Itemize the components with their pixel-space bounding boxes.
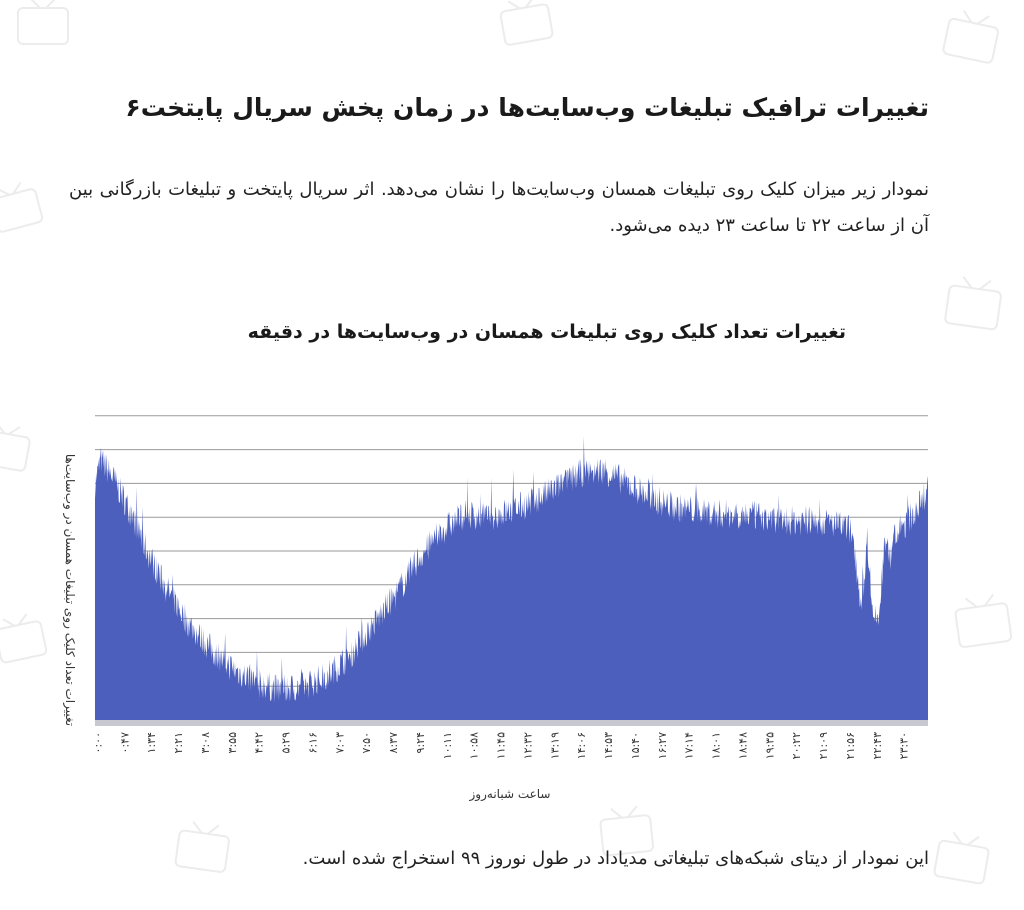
x-tick-label: ۷:۵۰ bbox=[360, 732, 373, 753]
description-paragraph: نمودار زیر میزان کلیک روی تبلیغات همسان … bbox=[69, 179, 929, 236]
tv-icon bbox=[17, 0, 69, 45]
x-tick-label: ۲۲:۴۳ bbox=[871, 732, 884, 759]
chart-baseline bbox=[95, 720, 928, 726]
x-tick-label: ۶:۱۶ bbox=[307, 732, 320, 753]
tv-icon bbox=[499, 0, 554, 46]
x-tick-label: ۱۲:۳۲ bbox=[521, 732, 534, 759]
x-tick-label: ۰:۰۰ bbox=[92, 732, 105, 753]
x-tick-label: ۲۱:۰۹ bbox=[817, 732, 830, 759]
x-tick-label: ۱۰:۵۸ bbox=[468, 732, 481, 759]
x-axis-label: ساعت شبانه‌روز bbox=[469, 787, 551, 802]
x-tick-label: ۱۷:۱۴ bbox=[683, 732, 696, 759]
x-tick-label: ۲۰:۲۲ bbox=[790, 732, 803, 759]
x-tick-label: ۱۸:۴۸ bbox=[736, 732, 749, 759]
x-tick-label: ۰:۴۷ bbox=[118, 732, 131, 754]
x-axis-ticks: ۰:۰۰ ۰:۴۷ ۱:۳۴ ۲:۲۱ ۳:۰۸ ۳:۵۵ ۴:۴۲ ۵:۲۹ ۶:۱۶ ۷:۰۳… bbox=[92, 732, 911, 759]
x-tick-label: ۸:۳۷ bbox=[387, 732, 400, 754]
area-chart: تغییرات تعداد کلیک روی تبلیغات همسان در … bbox=[62, 415, 928, 802]
x-tick-label: ۲۳:۳۰ bbox=[898, 732, 911, 759]
source-note: این نمودار از دیتای شبکه‌های تبلیغاتی مد… bbox=[302, 848, 929, 869]
x-tick-label: ۳:۰۸ bbox=[199, 732, 212, 754]
y-axis-label: تغییرات تعداد کلیک روی تبلیغات همسان در … bbox=[62, 454, 77, 726]
x-tick-label: ۱۰:۱۱ bbox=[441, 732, 454, 759]
x-tick-label: ۴:۴۲ bbox=[253, 732, 266, 754]
x-tick-label: ۱۸:۰۱ bbox=[710, 732, 723, 759]
x-tick-label: ۲:۲۱ bbox=[172, 732, 185, 753]
series-area bbox=[95, 436, 928, 720]
x-tick-label: ۱۶:۲۷ bbox=[656, 732, 669, 759]
x-tick-label: ۱۵:۴۰ bbox=[629, 732, 642, 759]
tv-icon bbox=[944, 276, 1002, 331]
x-tick-label: ۱۱:۴۵ bbox=[495, 732, 508, 759]
page-title: تغییرات ترافیک تبلیغات وب‌سایت‌ها در زما… bbox=[125, 93, 929, 122]
tv-icon bbox=[942, 10, 999, 64]
x-tick-label: ۱۳:۱۹ bbox=[548, 732, 561, 759]
x-tick-label: ۱۴:۵۳ bbox=[602, 732, 615, 759]
x-tick-label: ۱۹:۳۵ bbox=[763, 732, 776, 759]
x-tick-label: ۳:۵۵ bbox=[226, 732, 239, 754]
chart-title: تغییرات تعداد کلیک روی تبلیغات همسان در … bbox=[247, 321, 846, 343]
x-tick-label: ۷:۰۳ bbox=[333, 732, 346, 754]
x-tick-label: ۱:۳۴ bbox=[145, 732, 158, 754]
tv-icon bbox=[933, 831, 990, 885]
x-tick-label: ۱۴:۰۶ bbox=[575, 732, 588, 759]
tv-icon bbox=[0, 181, 44, 233]
x-tick-label: ۵:۲۹ bbox=[280, 732, 293, 754]
x-tick-label: ۹:۲۴ bbox=[414, 732, 427, 754]
x-tick-label: ۲۱:۵۶ bbox=[844, 732, 857, 759]
